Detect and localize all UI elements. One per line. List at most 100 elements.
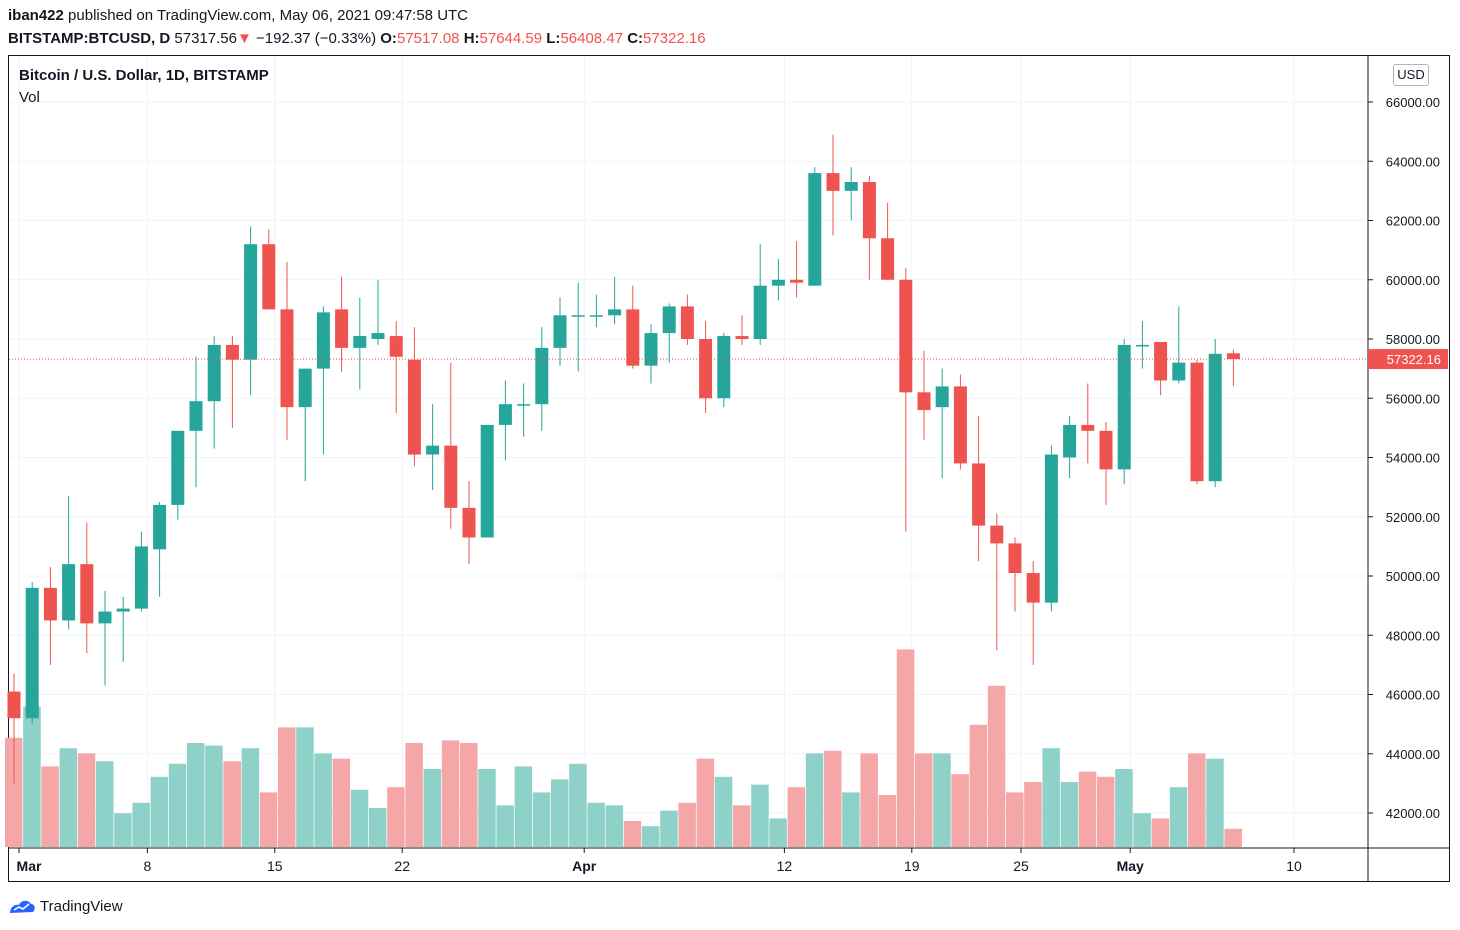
volume-bar (860, 753, 878, 847)
candle (98, 590, 112, 686)
author-name[interactable]: iban422 (8, 7, 64, 24)
volume-bar (460, 743, 478, 847)
candle-body (1044, 454, 1058, 603)
candle-body (626, 309, 640, 366)
candle (608, 276, 622, 325)
candle (1154, 341, 1168, 396)
candle-body (171, 430, 185, 505)
volume-bar (824, 750, 842, 847)
volume-bar (205, 745, 223, 847)
x-tick-label: Mar (17, 858, 42, 874)
candle-body (808, 173, 822, 286)
candle (662, 303, 676, 363)
candle (62, 496, 76, 630)
volume-bar (41, 766, 59, 847)
candle (498, 380, 512, 461)
volume-label: Vol (19, 89, 40, 106)
candle-body (1026, 573, 1040, 603)
volume-bar (787, 787, 806, 847)
volume-bar (187, 743, 205, 847)
candle (280, 261, 294, 440)
candle (626, 285, 640, 369)
price-axis: 66000.00 64000.00 62000.00 60000.00 58000.00… (1367, 56, 1440, 882)
candle-body (1154, 341, 1168, 381)
candle (1135, 321, 1149, 369)
candle-body (517, 404, 531, 406)
candle-body (1008, 543, 1022, 574)
candle-body (790, 279, 804, 283)
volume-bar (259, 792, 278, 847)
candle-body (280, 309, 294, 408)
volume-bar (387, 787, 405, 847)
candle-body (153, 504, 167, 550)
candle (717, 333, 731, 408)
x-tick-label: 8 (144, 858, 152, 874)
volume-bar (1188, 753, 1206, 847)
candle (990, 513, 1004, 651)
candle-body (608, 309, 622, 316)
volume-bar (696, 758, 715, 847)
candle-body (207, 344, 221, 402)
candle (881, 202, 895, 280)
candle-body (462, 507, 476, 538)
candle (426, 404, 440, 491)
volume-bar (405, 743, 423, 847)
y-tick-label: 50000.00 (1386, 569, 1440, 584)
last-price-badge (1368, 349, 1448, 370)
volume-bar (478, 769, 496, 847)
footer-brand[interactable]: TradingView (40, 897, 123, 915)
volume-bar (660, 810, 678, 847)
candle-body (862, 181, 876, 239)
candle-body (353, 336, 367, 348)
candle (862, 176, 876, 280)
candle-body (753, 285, 767, 339)
candle-body (498, 404, 512, 425)
candle (753, 244, 767, 345)
candle-body (535, 347, 549, 405)
candle-body (1063, 424, 1077, 458)
last-price-line: 57322.16 (9, 349, 1448, 370)
candle-body (826, 173, 840, 191)
candle-body (444, 445, 458, 508)
candle-body (699, 339, 713, 399)
y-tick-label: 42000.00 (1386, 806, 1440, 821)
volume-bar (623, 821, 642, 847)
symbol-label: BITSTAMP:BTCUSD, D (8, 30, 171, 47)
volume-bar (150, 776, 169, 847)
volume-bar (168, 763, 187, 847)
volume-bar (532, 792, 551, 847)
x-tick-label: 19 (904, 858, 920, 874)
candle (589, 294, 603, 328)
volume-bar (605, 805, 624, 847)
candle-body (972, 463, 986, 526)
currency-button[interactable]: USD (1393, 64, 1429, 86)
volume-bar (496, 805, 514, 847)
candle (899, 267, 913, 532)
volume-bar (423, 769, 442, 847)
volume-bar (933, 753, 951, 847)
close-label: C: (627, 30, 644, 47)
volume-bar (714, 776, 733, 847)
publication-header: iban422 published on TradingView.com, Ma… (8, 6, 1448, 50)
volume-bar (569, 763, 587, 847)
candle-body (1190, 362, 1204, 482)
volume-bar (369, 808, 387, 847)
candle-body (662, 306, 676, 334)
down-arrow-icon: ▼ (236, 30, 252, 47)
candle-body (899, 279, 913, 393)
candle (171, 430, 185, 520)
candle (116, 596, 130, 662)
volume-bar (114, 813, 132, 847)
candle (735, 315, 749, 345)
volume-bar (733, 805, 751, 847)
volume-bar (969, 724, 988, 847)
candle (1208, 339, 1222, 488)
candle (1008, 537, 1022, 612)
volume-bar (1151, 818, 1170, 847)
candle-body (953, 386, 967, 464)
candle (917, 350, 931, 440)
candle (407, 327, 421, 467)
candle (335, 276, 349, 372)
candle (1172, 306, 1186, 384)
